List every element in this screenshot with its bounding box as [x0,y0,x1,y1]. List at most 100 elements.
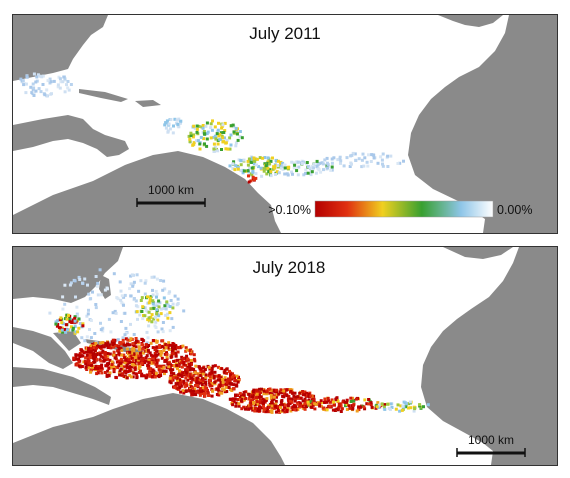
density-cell [199,379,203,382]
density-cell [259,398,262,402]
density-cell [217,365,220,369]
density-cell [354,397,358,401]
density-cell [362,164,366,168]
density-cell [169,368,173,372]
density-cell [161,339,165,343]
density-cell [60,330,64,334]
density-cell [274,402,278,406]
density-cell [188,140,192,144]
density-cell [339,410,343,413]
density-cell [218,383,222,387]
density-cell [266,156,270,160]
density-cell [63,90,67,94]
density-cell [74,363,78,367]
density-cell [250,166,254,170]
density-cell [325,400,329,404]
density-cell [247,392,251,396]
density-cell [143,306,147,310]
density-cell [362,405,366,409]
density-cell [34,89,38,93]
density-cell [104,364,108,368]
density-cell [201,126,205,130]
density-cell [349,161,353,165]
density-cell [32,86,36,90]
density-cell [192,378,196,382]
density-cell [280,391,284,395]
density-cell [111,338,115,342]
density-cell [94,303,98,306]
density-cell [168,380,172,384]
density-cell [49,80,53,84]
density-cell [128,365,132,369]
density-cell [247,397,251,401]
density-cell [131,375,135,379]
density-cell [58,329,62,333]
density-cell [257,395,261,399]
density-cell [198,367,202,371]
density-cell [121,338,125,342]
density-cell [148,374,152,378]
density-cell [371,153,375,157]
density-cell [119,320,123,323]
density-cell [213,134,217,138]
density-cell [295,169,299,173]
density-cell [318,404,322,408]
density-cell [139,369,142,373]
density-cell [158,350,162,353]
density-cell [24,82,28,86]
density-cell [166,304,170,308]
density-cell [369,160,373,163]
density-cell [61,307,65,311]
density-cell [177,373,181,377]
density-cell [133,368,137,371]
density-cell [291,172,294,176]
density-cell [83,359,87,363]
density-cell [150,371,154,374]
density-cell [153,348,157,352]
density-cell [188,382,192,386]
density-cell [66,86,70,90]
density-cell [249,399,253,403]
density-cell [64,330,68,334]
density-cell [412,409,416,413]
density-cell [109,346,113,350]
density-cell [247,180,251,184]
density-cell [211,389,214,393]
density-cell [285,408,289,412]
density-cell [172,374,175,378]
density-cell [203,377,207,381]
density-cell [92,347,96,351]
density-cell [61,295,65,299]
density-cell [190,362,193,366]
density-cell [375,403,379,407]
density-cell [215,393,219,396]
density-cell [126,370,130,374]
density-cell [286,404,290,408]
density-cell [376,401,380,405]
density-cell [251,170,255,174]
density-cell [174,345,177,348]
density-cell [281,394,285,398]
density-cell [330,398,334,402]
density-cell [162,365,166,369]
density-cell [29,85,33,89]
density-cell [81,322,85,326]
density-cell [208,367,212,371]
density-cell [124,358,128,362]
density-cell [123,293,127,297]
density-cell [78,278,82,281]
density-cell [163,287,167,291]
density-cell [167,341,171,345]
density-cell [264,164,268,168]
density-cell [106,346,110,349]
density-cell [220,367,224,371]
density-cell [223,371,227,375]
density-cell [131,284,135,288]
density-cell [223,121,227,125]
density-cell [86,357,90,361]
density-cell [179,361,183,365]
density-cell [195,376,199,380]
density-cell [57,75,61,79]
density-cell [208,379,212,383]
density-cell [131,361,134,365]
